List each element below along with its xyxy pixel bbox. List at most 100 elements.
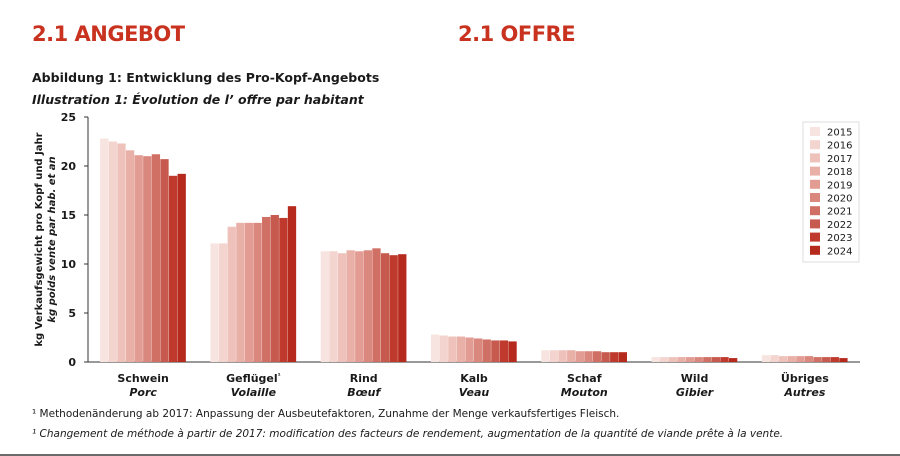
bar-kalb-2019 — [465, 337, 474, 362]
legend-label-2015: 2015 — [827, 128, 852, 139]
bar-wild-2021 — [703, 357, 712, 362]
y-tick-label: 10 — [61, 258, 77, 271]
bar-geflügel-2022 — [270, 215, 279, 362]
bar-geflügel-2016 — [219, 243, 228, 362]
section-title-fr: 2.1 OFFRE — [458, 22, 576, 46]
bar-übriges-2021 — [813, 357, 822, 362]
footnote-fr: ¹ Changement de méthode à partir de 2017… — [32, 428, 784, 440]
bar-kalb-2023 — [499, 340, 509, 362]
bar-wild-2015 — [651, 357, 660, 362]
bar-schwein-2016 — [108, 141, 118, 362]
bar-schwein-2023 — [168, 175, 178, 362]
legend-label-2020: 2020 — [827, 194, 852, 205]
bar-schwein-2021 — [151, 154, 161, 362]
y-tick-label: 15 — [61, 209, 76, 222]
bar-schwein-2018 — [125, 150, 135, 362]
category-label-fr: Mouton — [561, 386, 608, 399]
bar-schaf-2024 — [618, 352, 627, 362]
category-label-de: Schwein — [117, 372, 169, 385]
bar-schaf-2019 — [575, 351, 584, 362]
legend-swatch-2019 — [810, 179, 820, 189]
bar-kalb-2016 — [439, 335, 448, 362]
footnote-de: ¹ Methodenänderung ab 2017: Anpassung de… — [32, 408, 620, 420]
category-label-de: Geflügel¹ — [226, 372, 281, 385]
bar-geflügel-2015 — [210, 243, 219, 362]
y-tick-label: 5 — [68, 307, 76, 320]
bar-übriges-2020 — [804, 356, 814, 362]
bar-rind-2018 — [346, 250, 355, 362]
bar-schaf-2021 — [592, 351, 602, 362]
bar-kalb-2020 — [474, 338, 483, 362]
legend-swatch-2016 — [810, 140, 820, 150]
legend-label-2023: 2023 — [827, 233, 852, 244]
bar-rind-2023 — [389, 255, 398, 362]
bar-geflügel-2018 — [236, 222, 245, 362]
bar-rind-2015 — [320, 251, 330, 362]
bar-schaf-2015 — [541, 350, 550, 362]
legend-swatch-2022 — [810, 219, 820, 229]
bar-schaf-2016 — [549, 350, 559, 362]
category-label-de: Wild — [681, 372, 709, 385]
bar-wild-2022 — [711, 357, 721, 362]
legend-label-2021: 2021 — [827, 207, 852, 218]
bar-übriges-2016 — [770, 355, 779, 362]
bar-rind-2016 — [329, 251, 338, 362]
bar-rind-2017 — [337, 253, 347, 362]
bar-übriges-2015 — [761, 355, 771, 362]
bar-geflügel-2019 — [244, 222, 254, 362]
bar-geflügel-2023 — [279, 217, 288, 362]
bar-übriges-2019 — [796, 356, 805, 362]
bar-kalb-2015 — [430, 334, 440, 362]
bar-übriges-2018 — [787, 356, 796, 362]
bar-rind-2021 — [372, 248, 381, 362]
bar-schwein-2015 — [100, 138, 109, 362]
bar-kalb-2017 — [448, 336, 457, 362]
figure-title-fr: Illustration 1: Évolution de l’ offre pa… — [32, 92, 364, 107]
legend-swatch-2023 — [810, 232, 820, 242]
bar-kalb-2022 — [491, 340, 500, 362]
bar-schwein-2020 — [143, 156, 152, 362]
legend-label-2022: 2022 — [827, 220, 852, 231]
category-label-de: Kalb — [460, 372, 488, 385]
legend-swatch-2017 — [810, 153, 820, 163]
bar-wild-2024 — [728, 358, 738, 362]
bar-schaf-2020 — [584, 351, 593, 362]
bar-übriges-2017 — [779, 356, 788, 362]
legend-swatch-2024 — [810, 245, 820, 255]
bar-wild-2023 — [720, 357, 729, 362]
bar-geflügel-2020 — [253, 222, 262, 362]
category-label-fr: Autres — [783, 386, 825, 399]
bar-geflügel-2017 — [227, 226, 236, 362]
bar-schwein-2017 — [117, 143, 126, 362]
legend-swatch-2015 — [810, 127, 820, 136]
y-axis-label-de: kg Verkaufsgewicht pro Kopf und Jahr — [34, 132, 45, 346]
bar-wild-2016 — [660, 357, 669, 362]
bar-wild-2019 — [685, 357, 695, 362]
bar-kalb-2024 — [508, 341, 517, 362]
bar-kalb-2021 — [482, 339, 491, 362]
category-label-fr: Volaille — [231, 386, 277, 399]
bar-wild-2020 — [694, 357, 703, 362]
bar-rind-2019 — [355, 251, 364, 362]
bottom-divider — [0, 454, 900, 456]
legend-label-2019: 2019 — [827, 180, 852, 191]
bar-schwein-2024 — [177, 173, 186, 362]
bar-rind-2024 — [398, 254, 407, 362]
category-label-de: Übriges — [781, 371, 829, 385]
y-tick-label: 0 — [68, 356, 76, 369]
figure-title-de: Abbildung 1: Entwicklung des Pro-Kopf-An… — [32, 70, 380, 85]
category-label-de: Schaf — [567, 372, 602, 385]
legend-swatch-2020 — [810, 193, 820, 202]
bar-übriges-2024 — [839, 358, 848, 362]
legend-label-2017: 2017 — [827, 154, 852, 165]
legend-label-2024: 2024 — [827, 246, 852, 257]
bar-schaf-2022 — [601, 352, 610, 362]
y-tick-label: 25 — [61, 111, 76, 124]
bar-schwein-2019 — [134, 155, 143, 362]
bar-übriges-2023 — [830, 357, 839, 362]
bar-rind-2022 — [380, 253, 390, 362]
legend-swatch-2018 — [810, 166, 820, 176]
bar-geflügel-2021 — [262, 216, 271, 362]
bar-schwein-2022 — [160, 159, 169, 362]
